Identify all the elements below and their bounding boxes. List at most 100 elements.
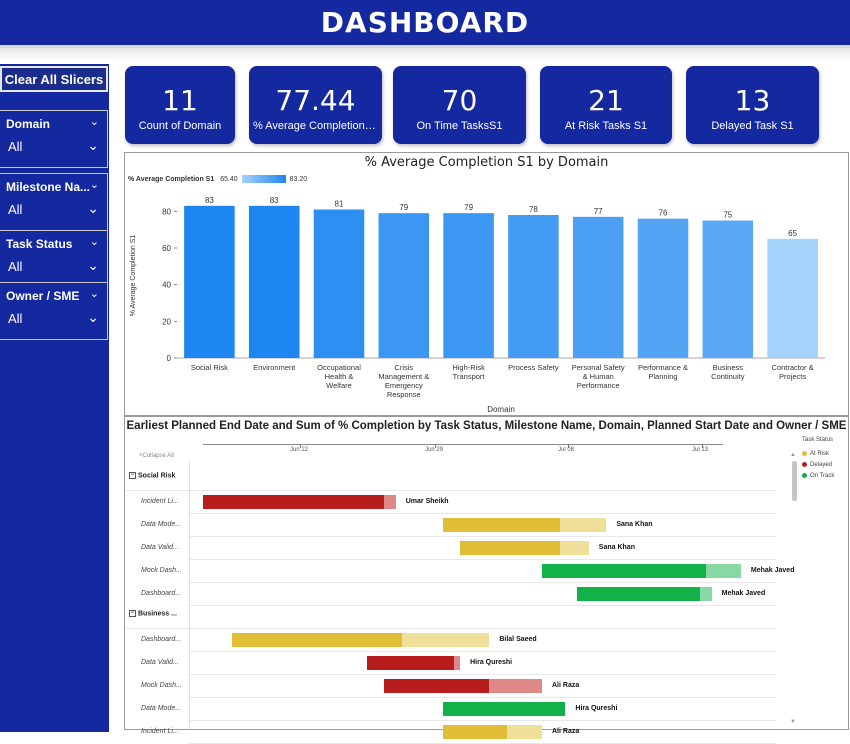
- status-legend-title: Task Status: [802, 437, 834, 443]
- kpi-at-risk-tasks: 21 At Risk Tasks S1: [540, 66, 672, 144]
- gantt-owner-label: Bilal Saeed: [499, 636, 537, 643]
- bar-data-label: 79: [464, 203, 473, 212]
- x-tick-label: Business: [713, 363, 744, 372]
- dashboard-header: DASHBOARD: [0, 0, 850, 48]
- gantt-task-label[interactable]: Mock Dash...: [141, 682, 182, 689]
- x-tick-label: High-Risk: [452, 363, 485, 372]
- gantt-task-label[interactable]: Data Mode...: [141, 705, 182, 712]
- chevron-down-icon[interactable]: ⌄: [89, 288, 99, 300]
- y-tick-label: 80: [162, 207, 171, 216]
- bar-data-label: 77: [594, 207, 603, 216]
- bar-chart-svg: 0 20 40 60 80 % Average Completion S1 Domain 83…: [130, 196, 825, 414]
- gantt-task-label[interactable]: Incident Li...: [141, 498, 179, 505]
- slicer-value[interactable]: All: [8, 311, 23, 326]
- legend-label: % Average Completion S1: [128, 175, 215, 183]
- row-divider: [125, 490, 775, 491]
- timeline-tick: [568, 444, 569, 448]
- gantt-owner-label: Mehak Javed: [750, 567, 795, 574]
- kpi-label: Delayed Task S1: [711, 120, 794, 132]
- dropdown-chevron-icon[interactable]: ⌄: [87, 257, 99, 273]
- x-tick-label: Environment: [253, 363, 296, 372]
- kpi-count-of-domain: 11 Count of Domain: [125, 66, 235, 144]
- bar: [443, 213, 494, 358]
- kpi-label: On Time TasksS1: [416, 120, 503, 132]
- page-title: DASHBOARD: [320, 6, 530, 39]
- slicer-milestone-name[interactable]: Milestone Na... ⌄ All ⌄: [0, 173, 108, 231]
- kpi-label: At Risk Tasks S1: [564, 120, 648, 132]
- timeline-date-label: Jul 08: [558, 447, 575, 453]
- slicer-owner-sme[interactable]: Owner / SME ⌄ All ⌄: [0, 282, 108, 340]
- gantt-task-label[interactable]: Dashboard...: [141, 590, 182, 597]
- status-legend-item: At Risk: [802, 451, 829, 457]
- collapse-icon[interactable]: −: [129, 610, 136, 617]
- dropdown-chevron-icon[interactable]: ⌄: [87, 200, 99, 216]
- gantt-group-header[interactable]: − Social Risk: [129, 472, 175, 479]
- timeline-date-label: Jun 22: [290, 447, 309, 453]
- collapse-icon[interactable]: −: [129, 472, 136, 479]
- x-tick-label: Management &: [378, 372, 429, 381]
- x-tick-label: Emergency: [385, 381, 423, 390]
- gantt-bar-completed[interactable]: [366, 656, 455, 670]
- timeline-date-label: Jul 13: [692, 447, 709, 453]
- scroll-down-icon[interactable]: ▼: [790, 719, 796, 725]
- chevron-down-icon[interactable]: ⌄: [89, 116, 99, 128]
- gantt-task-label[interactable]: Data Valid...: [141, 544, 179, 551]
- kpi-average-completion: 77.44 % Average Completion S1: [249, 66, 382, 144]
- kpi-value: 70: [441, 84, 478, 117]
- gantt-owner-label: Hira Qureshi: [575, 705, 618, 712]
- timeline-tick: [300, 444, 301, 448]
- row-divider: [189, 651, 775, 652]
- gantt-bar-completed[interactable]: [460, 541, 560, 555]
- bar: [313, 209, 365, 358]
- gantt-owner-label: Ali Raza: [552, 682, 580, 689]
- x-tick-label: & Human: [583, 372, 614, 381]
- gantt-task-label[interactable]: Mock Dash...: [141, 567, 182, 574]
- timeline-tick: [435, 444, 436, 448]
- gantt-bar-completed[interactable]: [442, 518, 560, 532]
- gantt-bar-completed[interactable]: [202, 495, 385, 509]
- slicer-value[interactable]: All: [8, 259, 23, 274]
- row-divider: [125, 628, 775, 629]
- gantt-owner-label: Sana Khan: [598, 544, 635, 551]
- gantt-bar-completed[interactable]: [442, 702, 566, 716]
- slicer-value[interactable]: All: [8, 139, 23, 154]
- dropdown-chevron-icon[interactable]: ⌄: [87, 309, 99, 325]
- kpi-on-time-tasks: 70 On Time TasksS1: [393, 66, 526, 144]
- chart-title: % Average Completion S1 by Domain: [364, 155, 609, 170]
- bar-data-label: 65: [788, 229, 797, 238]
- bar: [508, 215, 559, 358]
- y-tick-label: 40: [162, 281, 171, 290]
- y-axis-label: % Average Completion S1: [130, 235, 137, 317]
- status-dot-icon: [802, 451, 807, 456]
- chevron-down-icon[interactable]: ⌄: [89, 179, 99, 191]
- slicer-label: Task Status: [6, 237, 73, 251]
- chevron-down-icon[interactable]: ⌄: [89, 236, 99, 248]
- row-divider: [189, 582, 775, 583]
- status-legend-item: Delayed: [802, 462, 832, 468]
- gantt-bar-completed[interactable]: [442, 725, 507, 739]
- x-tick-label: Planning: [648, 372, 677, 381]
- color-legend: % Average Completion S1 65.40 83.20: [128, 175, 307, 183]
- slicer-domain[interactable]: Domain ⌄ All ⌄: [0, 110, 108, 168]
- gantt-bar-completed[interactable]: [577, 587, 700, 601]
- gantt-task-label[interactable]: Dashboard...: [141, 636, 182, 643]
- gantt-task-label[interactable]: Data Mode...: [141, 521, 182, 528]
- status-legend-label: On Track: [810, 473, 835, 480]
- gantt-task-label[interactable]: Data Valid...: [141, 659, 179, 666]
- slicer-value[interactable]: All: [8, 202, 23, 217]
- gantt-owner-label: Sana Khan: [616, 521, 653, 528]
- bar-data-label: 75: [723, 211, 732, 220]
- gantt-bar-completed[interactable]: [384, 679, 490, 693]
- clear-all-slicers-button[interactable]: Clear All Slicers: [0, 66, 108, 92]
- collapse-all-button[interactable]: ˄Collapse All: [139, 453, 174, 459]
- x-tick-label: Occupational: [317, 363, 361, 372]
- gantt-bar-completed[interactable]: [542, 564, 706, 578]
- gantt-scrollbar[interactable]: [792, 461, 797, 501]
- gantt-group-header[interactable]: − Business ...: [129, 610, 177, 617]
- scroll-up-icon[interactable]: ▲: [790, 452, 796, 458]
- row-divider: [189, 605, 775, 606]
- gantt-group-label: Social Risk: [138, 472, 176, 480]
- gantt-bar-completed[interactable]: [231, 633, 402, 647]
- dropdown-chevron-icon[interactable]: ⌄: [87, 137, 99, 153]
- slicer-task-status[interactable]: Task Status ⌄ All ⌄: [0, 230, 108, 288]
